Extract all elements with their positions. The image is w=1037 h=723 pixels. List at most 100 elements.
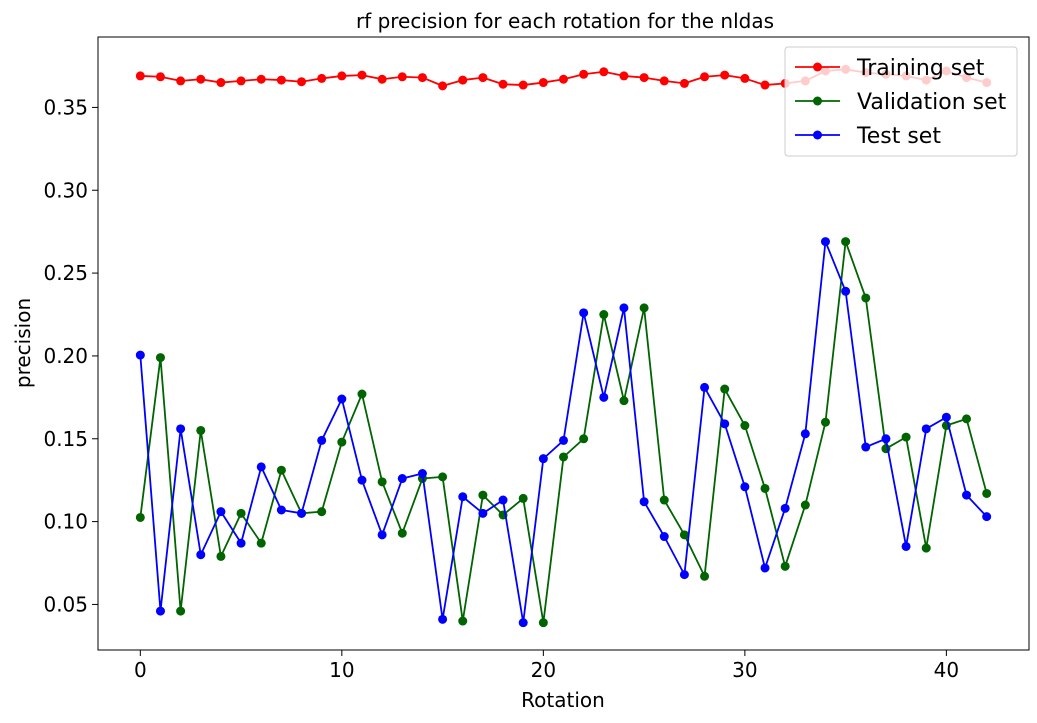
data-point-test-set	[841, 286, 851, 296]
y-tick-label: 0.35	[43, 95, 88, 119]
data-point-validation-set	[740, 421, 750, 431]
data-point-test-set	[579, 308, 589, 318]
y-tick-label: 0.20	[43, 344, 88, 368]
y-tick-label: 0.10	[43, 510, 88, 534]
data-point-test-set	[538, 454, 548, 464]
data-point-validation-set	[800, 500, 810, 510]
data-point-training-set	[135, 71, 145, 81]
series-line-test-set	[139, 240, 988, 624]
data-point-training-set	[619, 71, 629, 81]
data-point-validation-set	[236, 508, 246, 518]
data-point-training-set	[458, 75, 468, 85]
data-point-test-set	[357, 475, 367, 485]
data-point-validation-set	[216, 551, 226, 561]
data-point-test-set	[941, 412, 951, 422]
data-point-training-set	[236, 76, 246, 86]
legend-label: Validation set	[857, 90, 1007, 115]
data-point-validation-set	[720, 384, 730, 394]
data-point-validation-set	[579, 434, 589, 444]
data-point-validation-set	[780, 561, 790, 571]
x-tick-label: 10	[329, 658, 354, 682]
legend-item-training-set: Training set	[795, 56, 985, 81]
data-point-training-set	[377, 74, 387, 84]
data-point-training-set	[317, 73, 327, 83]
data-point-training-set	[196, 74, 206, 84]
data-point-validation-set	[276, 465, 286, 475]
data-point-validation-set	[518, 493, 528, 503]
x-axis-title: Rotation	[521, 688, 605, 712]
data-point-test-set	[982, 512, 992, 522]
data-point-training-set	[357, 70, 367, 80]
data-point-training-set	[720, 70, 730, 80]
data-point-validation-set	[538, 618, 548, 628]
x-tick-label: 0	[134, 658, 147, 682]
legend-swatch-marker	[813, 62, 822, 72]
data-point-training-set	[659, 76, 669, 86]
plot-area-frame	[97, 36, 1030, 651]
data-point-training-set	[599, 67, 609, 77]
data-point-validation-set	[135, 512, 145, 522]
legend-item-test-set: Test set	[795, 124, 941, 149]
data-point-test-set	[639, 497, 649, 507]
data-point-test-set	[700, 382, 710, 392]
chart-title: rf precision for each rotation for the n…	[356, 9, 774, 33]
data-point-test-set	[317, 435, 327, 445]
data-point-training-set	[438, 81, 448, 91]
data-point-training-set	[639, 73, 649, 83]
data-point-training-set	[256, 74, 266, 84]
data-point-training-set	[518, 80, 528, 90]
y-tick-label: 0.30	[43, 178, 88, 202]
data-point-validation-set	[659, 495, 669, 505]
data-point-validation-set	[176, 606, 186, 616]
x-tick-label: 30	[732, 658, 757, 682]
data-point-validation-set	[760, 483, 770, 493]
data-point-validation-set	[478, 490, 488, 500]
data-point-validation-set	[841, 237, 851, 247]
data-point-validation-set	[357, 389, 367, 399]
y-axis: 0.05 0.10 0.15 0.20 0.25 0.30 0.35	[43, 95, 98, 616]
data-point-test-set	[861, 442, 871, 452]
data-point-test-set	[458, 492, 468, 502]
data-point-validation-set	[317, 507, 327, 517]
data-point-test-set	[679, 570, 689, 580]
legend-swatch-marker	[813, 96, 822, 106]
data-point-test-set	[155, 606, 165, 616]
data-point-test-set	[599, 392, 609, 402]
data-point-test-set	[236, 538, 246, 548]
data-point-validation-set	[256, 538, 266, 548]
data-point-validation-set	[861, 293, 871, 303]
legend-item-validation-set: Validation set	[795, 90, 1007, 115]
data-point-validation-set	[438, 472, 448, 482]
data-point-test-set	[800, 429, 810, 439]
data-point-training-set	[760, 80, 770, 90]
y-tick-label: 0.15	[43, 427, 88, 451]
data-point-validation-set	[599, 310, 609, 320]
series-test-set	[135, 237, 992, 628]
data-point-training-set	[297, 77, 307, 87]
data-point-validation-set	[337, 437, 347, 447]
data-point-test-set	[518, 618, 528, 628]
data-point-validation-set	[820, 417, 830, 427]
data-point-test-set	[740, 482, 750, 492]
data-point-validation-set	[377, 477, 387, 487]
y-tick-label: 0.25	[43, 261, 88, 285]
data-point-validation-set	[679, 530, 689, 540]
data-point-test-set	[397, 474, 407, 484]
data-point-training-set	[155, 72, 165, 82]
data-point-test-set	[276, 505, 286, 515]
legend-box	[784, 46, 1018, 157]
data-point-test-set	[881, 434, 891, 444]
data-point-training-set	[498, 79, 508, 89]
data-point-test-set	[760, 563, 770, 573]
data-point-training-set	[478, 73, 488, 83]
data-point-validation-set	[639, 303, 649, 313]
legend: Training set Validation set Test set	[784, 46, 1018, 157]
data-point-test-set	[559, 435, 568, 445]
data-point-validation-set	[619, 396, 629, 406]
data-point-validation-set	[397, 528, 407, 538]
data-point-validation-set	[196, 425, 206, 435]
data-point-test-set	[498, 495, 508, 505]
data-point-training-set	[276, 75, 286, 85]
series-validation-set	[135, 237, 992, 628]
